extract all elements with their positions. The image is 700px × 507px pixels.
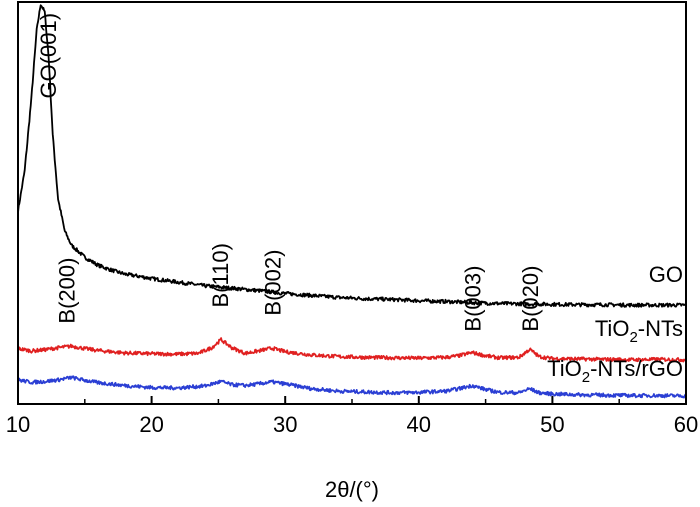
- plot-area: [17, 4, 687, 399]
- x-tick-label: 60: [674, 412, 698, 437]
- peak-annotation: B(002): [260, 250, 285, 316]
- peak-annotation: B(020): [518, 266, 543, 332]
- x-axis-label: 2θ/(°): [325, 477, 379, 502]
- series-line-1: [17, 337, 687, 363]
- x-tick-label: 40: [407, 412, 431, 437]
- plot-frame: [17, 1, 687, 405]
- series-line-0: [17, 4, 687, 308]
- series-labels: GO TiO2-NTs TiO2-NTs/rGO: [547, 262, 683, 386]
- x-tick-label: 50: [540, 412, 564, 437]
- series-label-1: TiO2-NTs: [595, 316, 683, 346]
- peak-annotation: B(003): [461, 266, 486, 332]
- peak-annotation: B(110): [208, 243, 233, 307]
- peak-annotation: B(200): [55, 258, 80, 324]
- x-tick-label: 20: [139, 412, 163, 437]
- peak-annotation: GO(001): [36, 13, 61, 99]
- series-line-2: [17, 375, 687, 399]
- series-label-0: GO: [649, 262, 683, 287]
- peak-annotations: GO(001) B(200) B(110) B(002) B(003) B(020): [36, 13, 543, 332]
- series-label-2: TiO2-NTs/rGO: [547, 356, 683, 386]
- x-tick-label: 30: [273, 412, 297, 437]
- x-axis: 10 20 30 40 50 60: [6, 396, 698, 437]
- x-tick-label: 10: [6, 412, 30, 437]
